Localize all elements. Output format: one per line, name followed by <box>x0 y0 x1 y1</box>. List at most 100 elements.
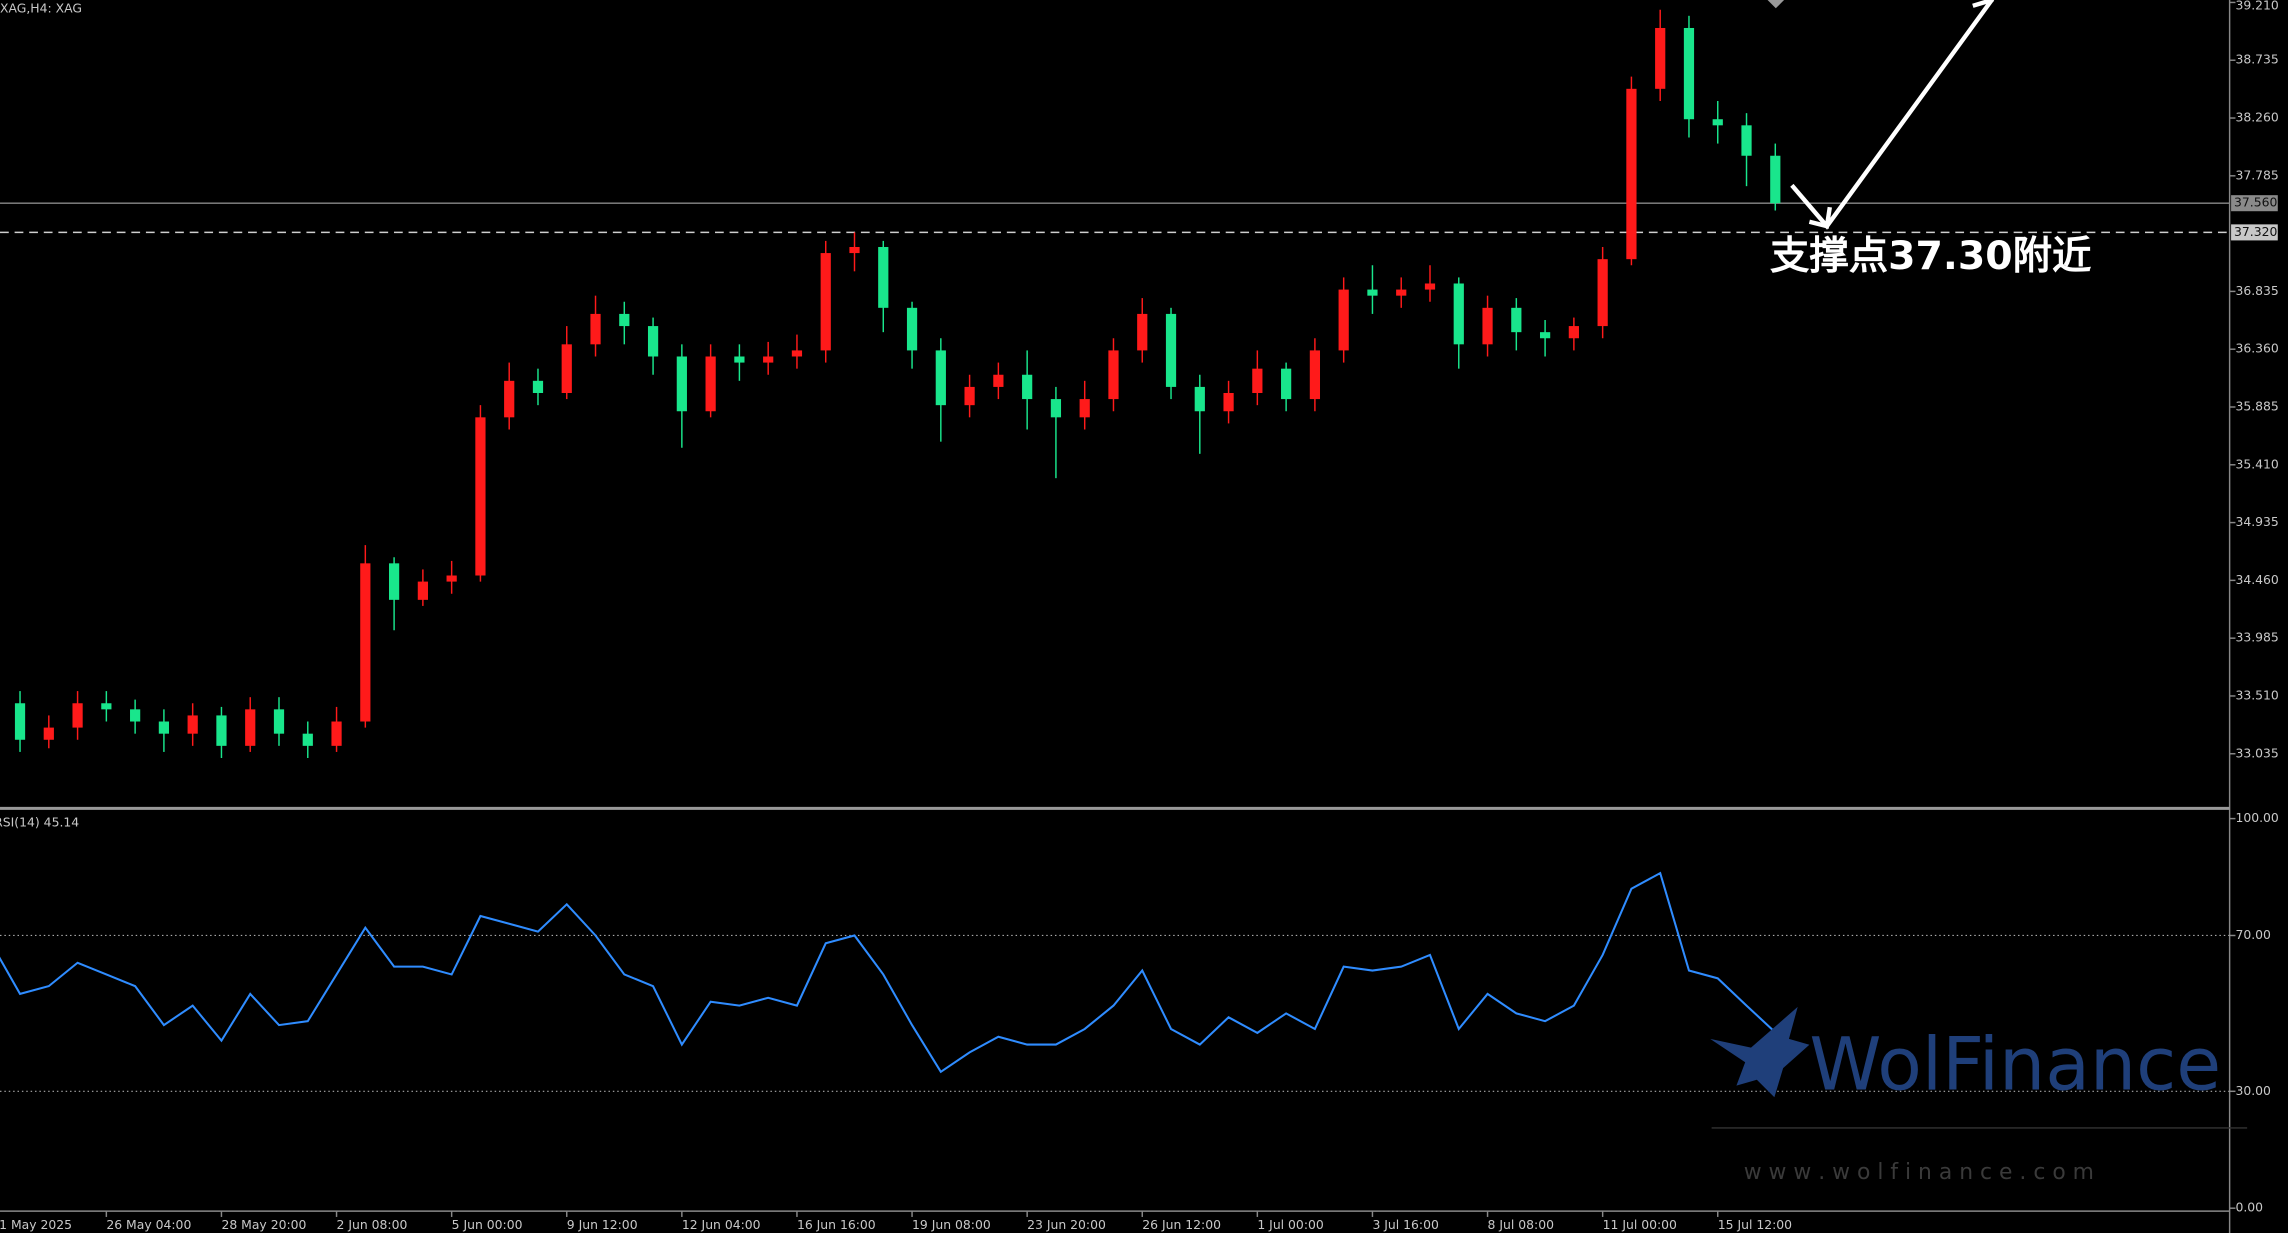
x-tick-label: 26 May 04:00 <box>106 1217 191 1232</box>
y-tick-label: 33.510 <box>2235 687 2278 702</box>
candle-body <box>1597 259 1608 327</box>
x-tick-label: 26 Jun 12:00 <box>1142 1217 1221 1232</box>
candle-body <box>130 709 141 722</box>
candle-body <box>532 380 544 393</box>
candle-body <box>878 246 889 308</box>
candle-body <box>1539 332 1551 339</box>
y-tick-label: 33.985 <box>2235 630 2278 645</box>
rsi-line <box>0 871 1776 1074</box>
x-tick-label: 9 Jun 12:00 <box>567 1217 638 1232</box>
y-tick-label: 0.00 <box>2235 1200 2263 1215</box>
candle-body <box>1079 399 1090 418</box>
candle-body <box>935 350 946 406</box>
candle-body <box>1453 283 1464 345</box>
y-tick-label: 33.035 <box>2235 745 2278 760</box>
candle-body <box>561 344 572 393</box>
candle-body <box>1626 88 1637 260</box>
candle-body <box>417 581 428 600</box>
y-tick-label: 36.835 <box>2235 283 2278 298</box>
x-tick-label: 2 Jun 08:00 <box>337 1217 408 1232</box>
candle-body <box>302 733 313 746</box>
candle-body <box>619 313 630 327</box>
y-tick-label: 38.260 <box>2235 110 2278 125</box>
candle-body <box>1050 399 1062 418</box>
rsi-title: RSI(14) 45.14 <box>0 814 79 829</box>
candle-body <box>1194 386 1205 412</box>
candle-body <box>1741 125 1752 156</box>
candle-body <box>1424 283 1436 290</box>
candle-body <box>72 703 83 728</box>
chart-title: XAG,H4: XAG <box>0 0 82 15</box>
candle-body <box>1309 350 1321 400</box>
candle-body <box>1568 326 1579 339</box>
plot-layer <box>0 9 2230 1092</box>
y-tick-label: 34.935 <box>2235 514 2278 529</box>
y-tick-label: 35.410 <box>2235 456 2278 471</box>
candle-body <box>245 709 256 746</box>
support-label: 37.320 <box>2234 224 2277 239</box>
candle-body <box>647 326 659 357</box>
candle-body <box>158 721 170 734</box>
x-tick-label: 1 Jul 00:00 <box>1257 1217 1324 1232</box>
y-tick-label: 38.735 <box>2235 52 2278 67</box>
candle-body <box>1482 307 1493 345</box>
x-tick-label: 3 Jul 16:00 <box>1372 1217 1439 1232</box>
candle-body <box>1683 27 1695 120</box>
candle-body <box>475 417 486 576</box>
candle-body <box>1223 392 1234 412</box>
x-tick-label: 23 Jun 20:00 <box>1027 1217 1106 1232</box>
x-tick-label: 19 Jun 08:00 <box>912 1217 991 1232</box>
y-tick-label: 37.785 <box>2235 167 2278 182</box>
x-tick-label: 11 Jul 00:00 <box>1603 1217 1677 1232</box>
x-tick-label: 21 May 2025 <box>0 1217 72 1232</box>
candle-body <box>1511 307 1522 333</box>
y-tick-label: 39.210 <box>2235 0 2278 12</box>
candle-body <box>1712 119 1723 126</box>
candle-body <box>1108 350 1119 400</box>
candle-body <box>705 356 716 412</box>
candle-body <box>1338 289 1349 351</box>
candle-body <box>1165 313 1177 387</box>
candle-body <box>43 727 54 740</box>
x-tick-label: 8 Jul 08:00 <box>1488 1217 1555 1232</box>
y-tick-label: 36.360 <box>2235 341 2278 356</box>
watermark-logo <box>1710 1006 1810 1098</box>
candle-body <box>820 253 831 351</box>
y-tick-label: 70.00 <box>2235 927 2271 942</box>
candle-body <box>1770 155 1781 204</box>
candle-body <box>964 386 975 406</box>
y-tick-label: 100.00 <box>2235 810 2278 825</box>
x-tick-label: 12 Jun 04:00 <box>682 1217 761 1232</box>
candle-body <box>187 715 198 734</box>
watermark: WolFinance w w w . w o l f i n a n c e .… <box>1710 1006 2248 1185</box>
candle-body <box>849 246 860 254</box>
candle-body <box>360 563 371 722</box>
current-price-box <box>2231 195 2278 212</box>
candle-body <box>993 374 1004 387</box>
candle-body <box>446 575 457 582</box>
arrow-head <box>1972 0 1995 8</box>
candle-body <box>791 350 803 357</box>
y-tick-label: 35.885 <box>2235 398 2278 413</box>
x-tick-label: 15 Jul 12:00 <box>1718 1217 1792 1232</box>
candle-body <box>504 380 515 418</box>
current-price-label: 37.560 <box>2234 195 2277 210</box>
candle-body <box>1137 313 1148 351</box>
candle-body <box>906 307 918 351</box>
candle-body <box>388 563 400 600</box>
watermark-brand: WolFinance <box>1809 1023 2221 1108</box>
candle-body <box>216 715 227 746</box>
candle-body <box>1655 27 1666 89</box>
x-tick-label: 16 Jun 16:00 <box>797 1217 876 1232</box>
candle-body <box>1022 374 1033 400</box>
candle-body <box>676 356 687 412</box>
candle-body <box>1281 368 1292 400</box>
support-box <box>2231 224 2278 241</box>
candle-body <box>763 356 774 363</box>
candle-body <box>590 313 601 345</box>
candle-body <box>1396 289 1407 296</box>
candle-body <box>101 703 112 710</box>
